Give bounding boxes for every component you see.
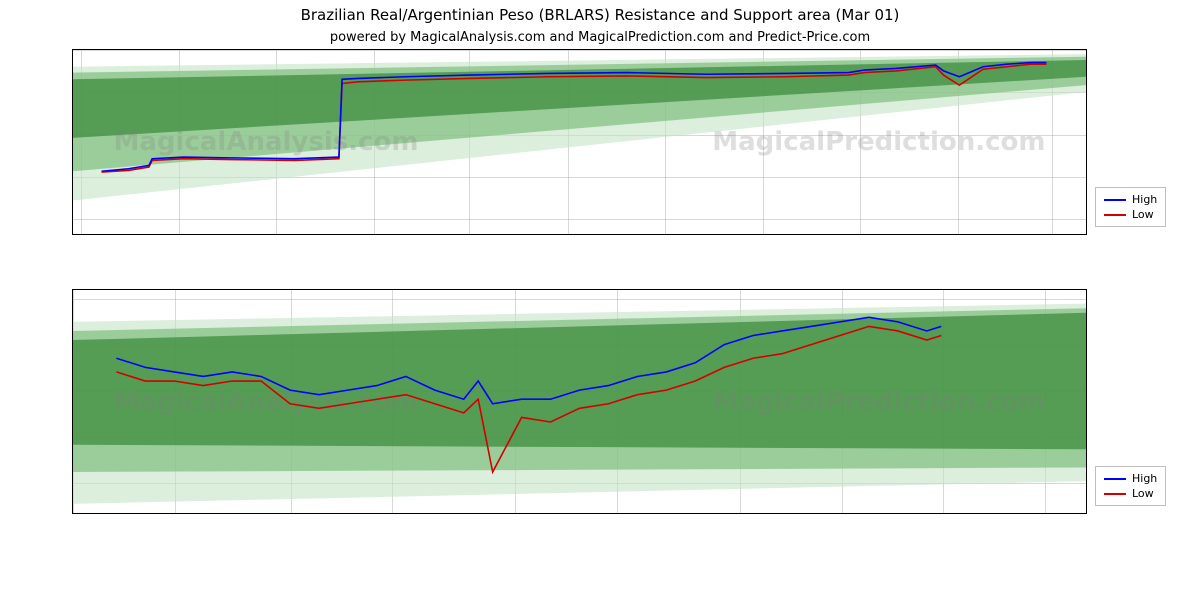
xtick-label: 2023-09 xyxy=(156,234,202,235)
ytick-label: 0 xyxy=(72,213,73,226)
xtick-label: 2025-01 xyxy=(935,234,981,235)
legend-swatch-low xyxy=(1104,214,1126,216)
plot-area-bottom: MagicalAnalysis.com MagicalPrediction.co… xyxy=(72,289,1087,514)
xtick-label: 2025-03 xyxy=(1029,234,1075,235)
xtick-label: 2024-05 xyxy=(545,234,591,235)
xtick-label: 2025-02-15 xyxy=(810,513,874,514)
plot-area-top: MagicalAnalysis.com MagicalPrediction.co… xyxy=(72,49,1087,235)
price-lines-bottom xyxy=(73,290,1086,513)
xtick-label: 2024-11-15 xyxy=(143,513,207,514)
xtick-label: 2024-11-01 xyxy=(72,513,105,514)
chart-top: MagicalAnalysis.com MagicalPrediction.co… xyxy=(0,49,1200,289)
xtick-label: 2024-03 xyxy=(447,234,493,235)
legend-bottom: High Low xyxy=(1095,466,1166,506)
legend-item-low: Low xyxy=(1104,207,1157,222)
xtick-label: 2024-07 xyxy=(642,234,688,235)
legend-label-high: High xyxy=(1132,472,1157,485)
chart-title: Brazilian Real/Argentinian Peso (BRLARS)… xyxy=(0,0,1200,24)
ytick-label: 200 xyxy=(72,49,73,57)
chart-subtitle: powered by MagicalAnalysis.com and Magic… xyxy=(0,24,1200,49)
xtick-label: 2023-11 xyxy=(253,234,299,235)
ytick-label: 150 xyxy=(72,86,73,99)
xtick-label: 2024-12-01 xyxy=(259,513,323,514)
xtick-label: 2023-07 xyxy=(72,234,104,235)
legend-item-high: High xyxy=(1104,192,1157,207)
legend-swatch-low xyxy=(1104,493,1126,495)
legend-top: High Low xyxy=(1095,187,1166,227)
legend-label-low: Low xyxy=(1132,208,1154,221)
ytick-label: 180 xyxy=(72,339,73,352)
ytick-label: 50 xyxy=(72,170,73,183)
legend-label-low: Low xyxy=(1132,487,1154,500)
legend-swatch-high xyxy=(1104,478,1126,480)
legend-item-high: High xyxy=(1104,471,1157,486)
xtick-label: 2024-01 xyxy=(351,234,397,235)
xtick-label: 2025-03-01 xyxy=(911,513,975,514)
ytick-label: 190 xyxy=(72,293,73,306)
chart-bottom: MagicalAnalysis.com MagicalPrediction.co… xyxy=(0,289,1200,579)
ytick-label: 170 xyxy=(72,385,73,398)
legend-item-low: Low xyxy=(1104,486,1157,501)
ytick-label: 150 xyxy=(72,476,73,489)
xtick-label: 2024-11 xyxy=(837,234,883,235)
xtick-label: 2025-01-15 xyxy=(585,513,649,514)
xtick-label: 2025-01-01 xyxy=(483,513,547,514)
xtick-label: 2025-02-01 xyxy=(708,513,772,514)
ytick-label: 100 xyxy=(72,128,73,141)
legend-swatch-high xyxy=(1104,199,1126,201)
xtick-label: 2025-03-15 xyxy=(1013,513,1077,514)
legend-label-high: High xyxy=(1132,193,1157,206)
price-lines-top xyxy=(73,50,1086,234)
xtick-label: 2024-12-15 xyxy=(360,513,424,514)
ytick-label: 160 xyxy=(72,430,73,443)
xtick-label: 2024-09 xyxy=(740,234,786,235)
